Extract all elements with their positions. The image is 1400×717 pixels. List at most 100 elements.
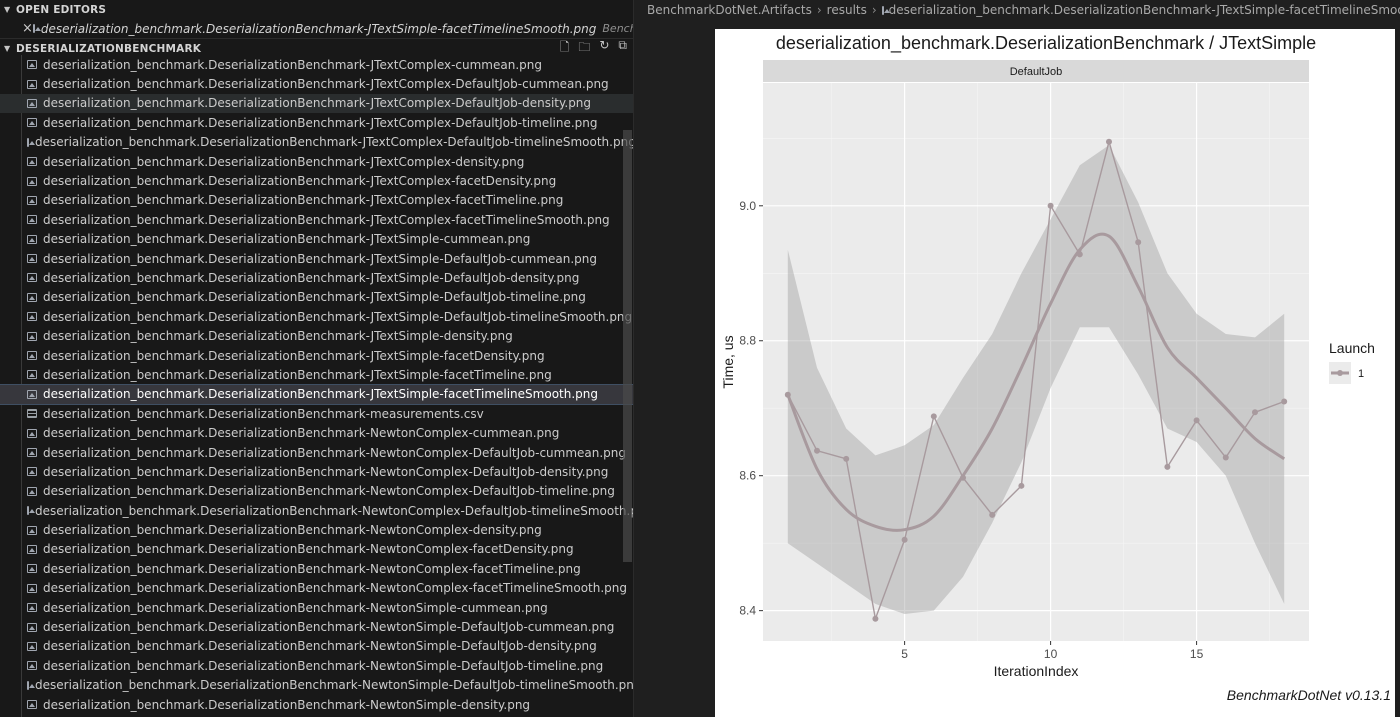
file-item[interactable]: deserialization_benchmark.Deserializatio…: [0, 171, 633, 190]
file-item[interactable]: deserialization_benchmark.Deserializatio…: [0, 268, 633, 287]
file-item[interactable]: deserialization_benchmark.Deserializatio…: [0, 520, 633, 539]
file-item[interactable]: deserialization_benchmark.Deserializatio…: [0, 695, 633, 714]
image-file-icon: [27, 680, 35, 690]
legend-key-point: [1337, 370, 1343, 376]
y-tick-label: 8.6: [739, 469, 756, 483]
breadcrumb-item[interactable]: BenchmarkDotNet.Artifacts: [647, 3, 812, 17]
file-name: deserialization_benchmark.Deserializatio…: [43, 57, 542, 72]
sidebar-scrollbar[interactable]: [623, 130, 632, 562]
explorer-sidebar: ▼ OPEN EDITORS × deserialization_benchma…: [0, 0, 633, 717]
data-point: [843, 455, 850, 462]
explorer-header[interactable]: ▼ DESERIALIZATIONBENCHMARK 🗋 🗀 ↻ ⧉: [0, 38, 633, 58]
open-editor-name: deserialization_benchmark.Deserializatio…: [40, 21, 597, 36]
file-item[interactable]: deserialization_benchmark.Deserializatio…: [0, 74, 633, 93]
breadcrumb-item[interactable]: results: [826, 3, 867, 17]
data-point: [989, 511, 996, 518]
file-item[interactable]: deserialization_benchmark.Deserializatio…: [0, 540, 633, 559]
file-item[interactable]: deserialization_benchmark.Deserializatio…: [0, 617, 633, 636]
chevron-down-icon: ▼: [4, 44, 11, 53]
file-item[interactable]: deserialization_benchmark.Deserializatio…: [0, 383, 633, 406]
y-tick-label: 8.8: [739, 334, 756, 348]
open-editors-header[interactable]: ▼ OPEN EDITORS: [0, 0, 633, 19]
image-file-icon: [27, 79, 37, 89]
collapse-all-icon[interactable]: ⧉: [618, 38, 627, 52]
data-point: [1135, 239, 1142, 246]
file-name: deserialization_benchmark.Deserializatio…: [43, 387, 598, 402]
data-point: [1281, 398, 1288, 405]
file-item[interactable]: deserialization_benchmark.Deserializatio…: [0, 482, 633, 501]
file-item[interactable]: deserialization_benchmark.Deserializatio…: [0, 230, 633, 249]
image-file-icon: [27, 273, 37, 283]
image-file-icon: [32, 24, 41, 33]
file-item[interactable]: deserialization_benchmark.Deserializatio…: [0, 365, 633, 384]
file-name: deserialization_benchmark.Deserializatio…: [43, 367, 552, 382]
new-folder-icon[interactable]: 🗀: [578, 40, 591, 54]
file-item[interactable]: deserialization_benchmark.Deserializatio…: [0, 249, 633, 268]
file-item[interactable]: deserialization_benchmark.Deserializatio…: [0, 598, 633, 617]
image-file-icon: [881, 5, 890, 15]
file-name: deserialization_benchmark.Deserializatio…: [43, 620, 615, 635]
refresh-icon[interactable]: ↻: [599, 38, 610, 52]
file-item[interactable]: deserialization_benchmark.Deserializatio…: [0, 559, 633, 578]
breadcrumb: BenchmarkDotNet.Artifacts › results › de…: [634, 0, 1400, 20]
legend-title: Launch: [1329, 340, 1375, 356]
file-item[interactable]: deserialization_benchmark.Deserializatio…: [0, 133, 633, 152]
file-item[interactable]: deserialization_benchmark.Deserializatio…: [0, 210, 633, 229]
data-point: [814, 447, 821, 454]
file-item[interactable]: deserialization_benchmark.Deserializatio…: [0, 443, 633, 462]
file-item[interactable]: deserialization_benchmark.Deserializatio…: [0, 676, 633, 695]
file-item[interactable]: deserialization_benchmark.Deserializatio…: [0, 423, 633, 442]
timeline-chart: deserialization_benchmark.Deserializatio…: [720, 33, 1391, 703]
file-name: deserialization_benchmark.Deserializatio…: [43, 581, 628, 596]
file-name: deserialization_benchmark.Deserializatio…: [43, 193, 564, 208]
data-point: [1164, 463, 1171, 470]
file-item[interactable]: deserialization_benchmark.Deserializatio…: [0, 326, 633, 345]
image-file-icon: [27, 370, 37, 380]
file-name: deserialization_benchmark.Deserializatio…: [43, 697, 531, 712]
editor-area: BenchmarkDotNet.Artifacts › results › de…: [633, 0, 1400, 717]
close-icon[interactable]: ×: [22, 21, 33, 36]
file-item[interactable]: deserialization_benchmark.Deserializatio…: [0, 191, 633, 210]
file-item[interactable]: deserialization_benchmark.Deserializatio…: [0, 113, 633, 132]
file-item[interactable]: deserialization_benchmark.Deserializatio…: [0, 579, 633, 598]
file-name: deserialization_benchmark.Deserializatio…: [43, 542, 574, 557]
y-axis-label: Time, us: [720, 335, 736, 388]
file-item[interactable]: deserialization_benchmark.Deserializatio…: [0, 346, 633, 365]
open-editors-title: OPEN EDITORS: [16, 3, 107, 16]
image-file-icon: [27, 215, 37, 225]
file-item[interactable]: deserialization_benchmark.Deserializatio…: [0, 152, 633, 171]
file-item[interactable]: deserialization_benchmark.Deserializatio…: [0, 501, 633, 520]
file-item[interactable]: deserialization_benchmark.Deserializatio…: [0, 307, 633, 326]
breadcrumb-item[interactable]: deserialization_benchmark.Deserializatio…: [888, 3, 1400, 17]
image-file-icon: [27, 389, 37, 399]
file-item[interactable]: deserialization_benchmark.Deserializatio…: [0, 462, 633, 481]
data-point: [784, 391, 791, 398]
image-file-icon: [27, 351, 37, 361]
file-item[interactable]: deserialization_benchmark.Deserializatio…: [0, 288, 633, 307]
file-item[interactable]: deserialization_benchmark.Deserializatio…: [0, 93, 633, 114]
file-item[interactable]: deserialization_benchmark.Deserializatio…: [0, 55, 633, 74]
file-name: deserialization_benchmark.Deserializatio…: [43, 445, 627, 460]
y-tick-label: 8.4: [739, 604, 756, 618]
file-name: deserialization_benchmark.Deserializatio…: [43, 212, 610, 227]
x-tick-label: 5: [901, 647, 908, 661]
file-item[interactable]: deserialization_benchmark.Deserializatio…: [0, 656, 633, 675]
open-editor-item[interactable]: × deserialization_benchmark.Deserializat…: [0, 19, 633, 38]
data-point: [1193, 417, 1200, 424]
image-file-icon: [27, 506, 35, 516]
data-point: [960, 474, 967, 481]
file-name: deserialization_benchmark.Deserializatio…: [35, 135, 633, 150]
image-file-icon: [27, 331, 37, 341]
file-item[interactable]: deserialization_benchmark.Deserializatio…: [0, 637, 633, 656]
new-file-icon[interactable]: 🗋: [559, 40, 570, 54]
image-file-icon: [27, 292, 37, 302]
file-tree: deserialization_benchmark.Deserializatio…: [0, 55, 633, 714]
image-file-icon: [27, 254, 37, 264]
file-name: deserialization_benchmark.Deserializatio…: [43, 96, 592, 111]
image-file-icon: [27, 544, 37, 554]
file-name: deserialization_benchmark.Deserializatio…: [43, 600, 548, 615]
data-point: [1251, 409, 1258, 416]
y-tick-label: 9.0: [739, 199, 756, 213]
data-point: [1105, 138, 1112, 145]
file-item[interactable]: deserialization_benchmark.Deserializatio…: [0, 404, 633, 423]
